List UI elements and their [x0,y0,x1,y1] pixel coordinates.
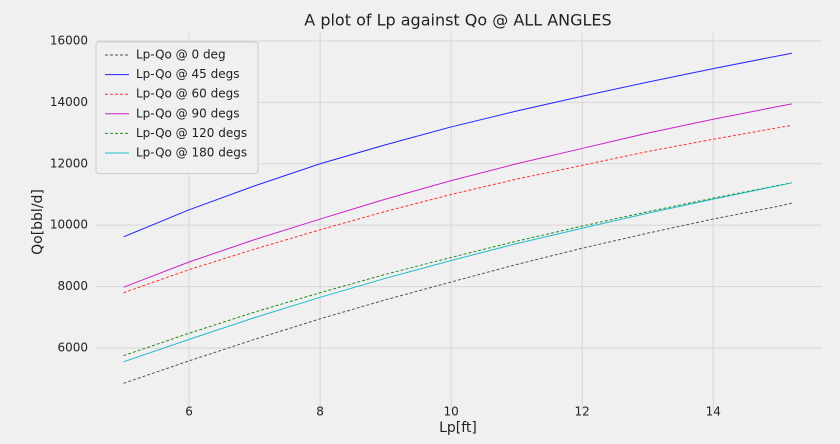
y-tick-label: 10000 [50,218,88,232]
x-tick-label: 6 [185,405,193,419]
series-line [123,202,792,384]
series-line [123,124,792,294]
y-axis-label: Qo[bbl/d] [30,189,46,255]
x-axis-label: Lp[ft] [439,420,477,436]
y-tick-label: 8000 [57,279,88,293]
legend-label: Lp-Qo @ 120 degs [136,126,247,140]
legend-label: Lp-Qo @ 60 degs [136,87,239,101]
legend: Lp-Qo @ 0 deg Lp-Qo @ 45 degs Lp-Qo @ 60 d… [95,41,259,175]
y-tick-label: 14000 [50,95,88,109]
y-tick-label: 16000 [50,33,88,47]
series-line [123,182,792,363]
x-tick-label: 12 [575,405,590,419]
y-tick-label: 12000 [50,156,88,170]
series-line [123,52,792,238]
x-tick-label: 8 [316,405,324,419]
x-tick-label: 14 [706,405,721,419]
legend-label: Lp-Qo @ 0 deg [136,48,226,62]
legend-box [95,41,259,175]
x-tick-label: 10 [443,405,458,419]
legend-label: Lp-Qo @ 90 degs [136,106,239,120]
legend-label: Lp-Qo @ 180 degs [136,146,247,160]
chart-title: A plot of Lp against Qo @ ALL ANGLES [304,11,611,30]
series-line [123,182,792,357]
y-tick-label: 6000 [57,340,88,354]
legend-label: Lp-Qo @ 45 degs [136,67,239,81]
series-line [123,103,792,288]
